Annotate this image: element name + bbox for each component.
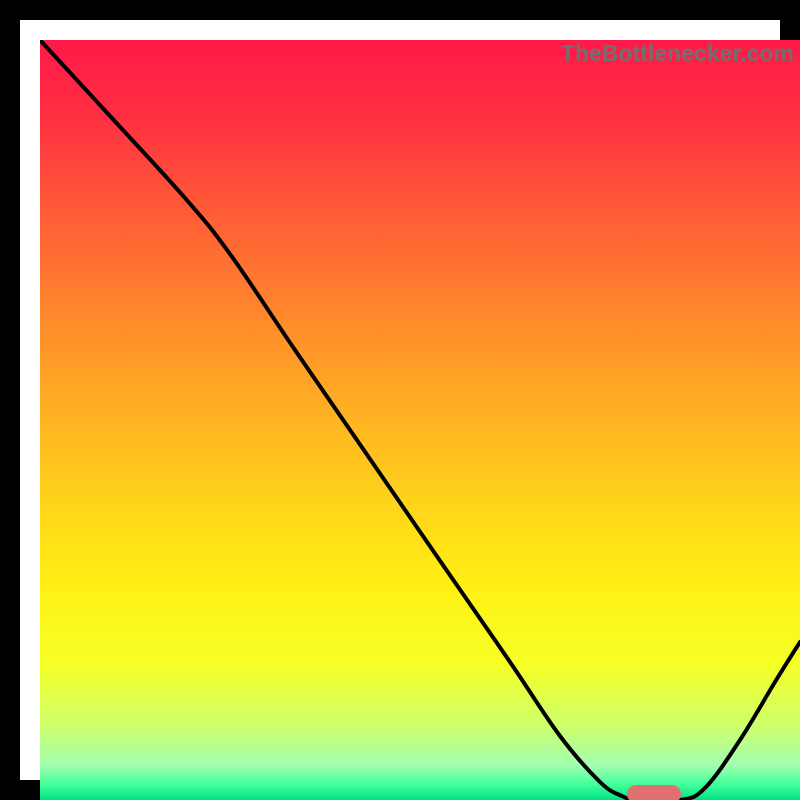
chart-frame: TheBottlenecker.com — [0, 0, 800, 800]
watermark-text: TheBottlenecker.com — [561, 40, 794, 67]
plot-area: TheBottlenecker.com — [40, 40, 800, 800]
gradient-background — [40, 40, 800, 800]
chart-svg — [40, 40, 800, 800]
optimum-marker — [627, 785, 681, 800]
